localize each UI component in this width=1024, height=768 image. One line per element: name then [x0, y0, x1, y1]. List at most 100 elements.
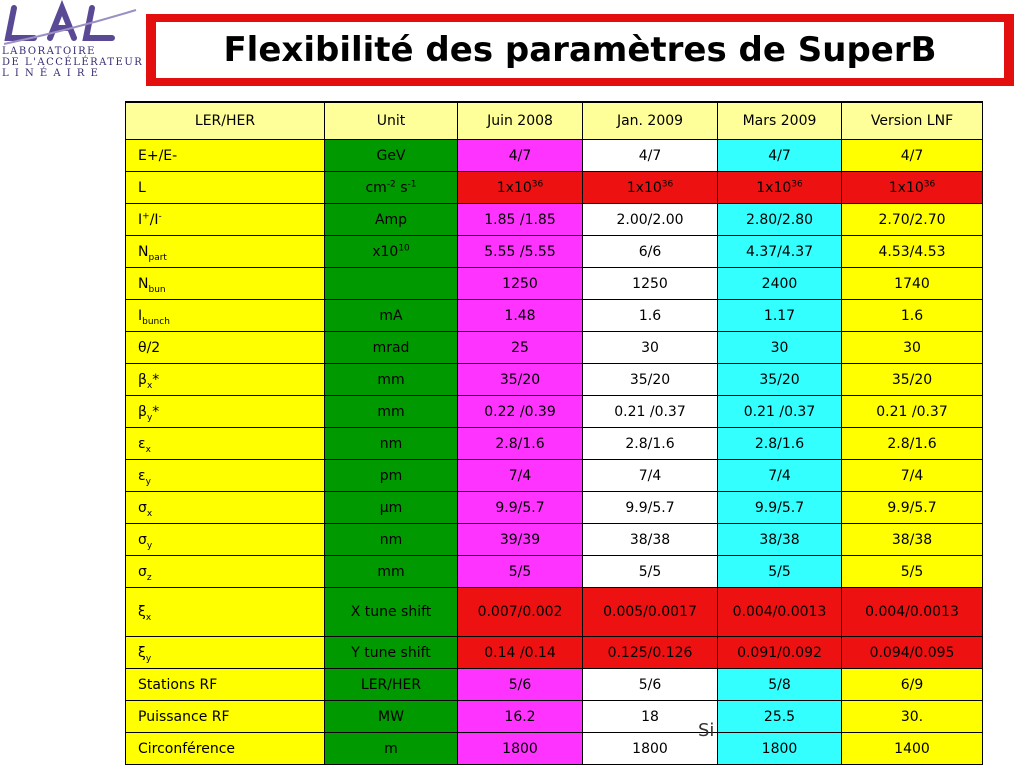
row-label: εx [125, 427, 325, 460]
value-cell: 0.21 /0.37 [717, 395, 842, 428]
value-cell: 0.14 /0.14 [457, 636, 583, 669]
table-row: ξy Y tune shift 0.14 /0.14 0.125/0.126 0… [125, 636, 983, 669]
table-row: L cm-2 s-1 1x1036 1x1036 1x1036 1x1036 [125, 171, 983, 204]
value-cell: 1x1036 [717, 171, 842, 204]
value-cell: 4/7 [457, 139, 583, 172]
value-cell: 1x1036 [457, 171, 583, 204]
value-cell: 2.00/2.00 [582, 203, 718, 236]
unit-cell: mm [324, 363, 458, 396]
header-cell: Unit [324, 101, 458, 140]
value-cell: 7/4 [457, 459, 583, 492]
value-cell: 25 [457, 331, 583, 364]
unit-cell: LER/HER [324, 668, 458, 701]
unit-cell: mA [324, 299, 458, 332]
value-cell: 2.8/1.6 [841, 427, 983, 460]
value-cell: 35/20 [717, 363, 842, 396]
unit-cell: GeV [324, 139, 458, 172]
table-row: θ/2 mrad 25 30 30 30 [125, 331, 983, 364]
logo-text-line-3: L I N É A I R E [2, 68, 100, 79]
table-row: σz mm 5/5 5/5 5/5 5/5 [125, 555, 983, 588]
table-row: σx μm 9.9/5.7 9.9/5.7 9.9/5.7 9.9/5.7 [125, 491, 983, 524]
slide-title: Flexibilité des paramètres de SuperB [156, 22, 1004, 78]
row-label: Nbun [125, 267, 325, 300]
table-row: Nbun 1250 1250 2400 1740 [125, 267, 983, 300]
value-cell: 2400 [717, 267, 842, 300]
value-cell: 30 [841, 331, 983, 364]
row-label: σx [125, 491, 325, 524]
header-cell: Mars 2009 [717, 101, 842, 140]
value-cell: 5/8 [717, 668, 842, 701]
unit-cell: nm [324, 427, 458, 460]
unit-cell: pm [324, 459, 458, 492]
row-label: Puissance RF [125, 700, 325, 733]
row-label: σy [125, 523, 325, 556]
value-cell: 5/6 [457, 668, 583, 701]
row-label: σz [125, 555, 325, 588]
table-row: Circonférence m 1800 1800 1800 1400 [125, 732, 983, 765]
value-cell: 4.37/4.37 [717, 235, 842, 268]
value-cell: 2.8/1.6 [457, 427, 583, 460]
unit-cell: x1010 [324, 235, 458, 268]
value-cell: 30 [582, 331, 718, 364]
value-cell: 9.9/5.7 [841, 491, 983, 524]
value-cell: 4/7 [717, 139, 842, 172]
value-cell: 1.85 /1.85 [457, 203, 583, 236]
row-label: Npart [125, 235, 325, 268]
value-cell: 1400 [841, 732, 983, 765]
table-row: εx nm 2.8/1.6 2.8/1.6 2.8/1.6 2.8/1.6 [125, 427, 983, 460]
value-cell: 30. [841, 700, 983, 733]
row-label: ξy [125, 636, 325, 669]
table-row: Ibunch mA 1.48 1.6 1.17 1.6 [125, 299, 983, 332]
value-cell: 35/20 [582, 363, 718, 396]
value-cell: 0.21 /0.37 [841, 395, 983, 428]
logo-text-line-1: LABORATOIRE [2, 46, 96, 57]
value-cell: 1x1036 [582, 171, 718, 204]
unit-cell: m [324, 732, 458, 765]
value-cell: 39/39 [457, 523, 583, 556]
value-cell: 0.21 /0.37 [582, 395, 718, 428]
unit-cell: mm [324, 555, 458, 588]
row-label: ξx [125, 587, 325, 637]
unit-cell: nm [324, 523, 458, 556]
title-frame: Flexibilité des paramètres de SuperB [146, 14, 1014, 86]
row-label: E+/E- [125, 139, 325, 172]
value-cell: 9.9/5.7 [717, 491, 842, 524]
table-row: Stations RF LER/HER 5/6 5/6 5/8 6/9 [125, 668, 983, 701]
row-label: Ibunch [125, 299, 325, 332]
value-cell: 16.2 [457, 700, 583, 733]
table-row: Npart x1010 5.55 /5.55 6/6 4.37/4.37 4.5… [125, 235, 983, 268]
row-label: I+/I- [125, 203, 325, 236]
row-label: βy* [125, 395, 325, 428]
header-cell: Jan. 2009 [582, 101, 718, 140]
value-cell: 0.005/0.0017 [582, 587, 718, 637]
table-row: E+/E- GeV 4/7 4/7 4/7 4/7 [125, 139, 983, 172]
table-row: εy pm 7/4 7/4 7/4 7/4 [125, 459, 983, 492]
row-label: Circonférence [125, 732, 325, 765]
value-cell: 4/7 [841, 139, 983, 172]
header-cell: Version LNF [841, 101, 983, 140]
value-cell: 0.094/0.095 [841, 636, 983, 669]
value-cell: 0.004/0.0013 [841, 587, 983, 637]
value-cell: 1.48 [457, 299, 583, 332]
value-cell: 2.80/2.80 [717, 203, 842, 236]
value-cell: 0.007/0.002 [457, 587, 583, 637]
value-cell: 4.53/4.53 [841, 235, 983, 268]
value-cell: 6/6 [582, 235, 718, 268]
value-cell: 25.5 [717, 700, 842, 733]
value-cell: 9.9/5.7 [582, 491, 718, 524]
parameters-table: LER/HER Unit Juin 2008 Jan. 2009 Mars 20… [125, 101, 983, 765]
unit-cell: Amp [324, 203, 458, 236]
value-cell: 35/20 [841, 363, 983, 396]
value-cell: 5/5 [582, 555, 718, 588]
value-cell: 2.8/1.6 [582, 427, 718, 460]
table-row: βy* mm 0.22 /0.39 0.21 /0.37 0.21 /0.37 … [125, 395, 983, 428]
table-header-row: LER/HER Unit Juin 2008 Jan. 2009 Mars 20… [125, 101, 983, 140]
unit-cell: cm-2 s-1 [324, 171, 458, 204]
header-cell: LER/HER [125, 101, 325, 140]
lal-logo-mark-icon [3, 0, 137, 45]
unit-cell: MW [324, 700, 458, 733]
row-label: βx* [125, 363, 325, 396]
header-cell: Juin 2008 [457, 101, 583, 140]
table-row: βx* mm 35/20 35/20 35/20 35/20 [125, 363, 983, 396]
value-cell: 5/5 [841, 555, 983, 588]
